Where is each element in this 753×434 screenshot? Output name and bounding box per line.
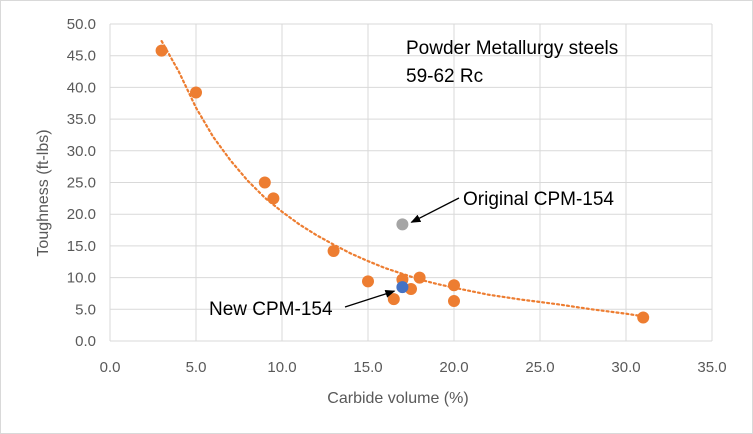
original-cpm154-point: [396, 218, 409, 231]
pm-steel-point: [258, 176, 271, 189]
annotation-original-label: Original CPM-154: [463, 189, 614, 210]
y-tick-label: 5.0: [75, 301, 96, 318]
pm-steel-point: [448, 295, 460, 308]
x-tick-label: 10.0: [267, 359, 296, 376]
annotation-new-label: New CPM-154: [209, 299, 333, 320]
y-axis-title: Toughness (ft-lbs): [35, 129, 52, 256]
y-tick-label: 50.0: [67, 16, 96, 33]
pm-steel-point: [190, 86, 202, 99]
y-tick-label: 0.0: [75, 333, 96, 350]
y-tick-label: 30.0: [67, 143, 96, 160]
y-tick-label: 15.0: [67, 238, 96, 255]
data-points: [155, 44, 650, 324]
y-tick-label: 25.0: [67, 175, 96, 192]
annotation-heading-line1: Powder Metallurgy steels: [406, 38, 618, 59]
y-tick-label: 45.0: [67, 48, 96, 65]
pm-steel-point: [267, 192, 280, 205]
trendline-layer: [160, 39, 645, 318]
grid: [110, 23, 713, 341]
y-tick-label: 35.0: [67, 111, 96, 128]
pm-steel-point: [637, 311, 650, 324]
y-tick-label: 10.0: [67, 270, 96, 287]
pm-steel-point: [387, 293, 400, 306]
x-axis-title: Carbide volume (%): [327, 390, 468, 407]
annotation-heading-line2: 59-62 Rc: [406, 66, 483, 87]
pm-steel-point: [362, 275, 374, 288]
x-tick-label: 30.0: [611, 359, 640, 376]
x-tick-label: 0.0: [100, 359, 121, 376]
pm-steel-point: [413, 271, 426, 284]
annotation-arrows: [344, 197, 460, 308]
trendline: [160, 39, 645, 318]
y-tick-label: 40.0: [67, 79, 96, 96]
original-arrow: [410, 197, 460, 223]
y-tick-label: 20.0: [67, 206, 96, 223]
new-arrow: [344, 290, 396, 308]
x-tick-label: 15.0: [353, 359, 382, 376]
x-tick-label: 20.0: [439, 359, 468, 376]
pm-steel-point: [327, 244, 340, 257]
new-cpm154-point: [396, 281, 409, 294]
pm-steel-point: [155, 44, 168, 57]
x-tick-label: 25.0: [525, 359, 554, 376]
x-tick-label: 5.0: [186, 359, 207, 376]
pm-steel-point: [448, 279, 460, 292]
x-tick-label: 35.0: [697, 359, 726, 376]
axes: 0.0 5.0 10.0 15.0 20.0 25.0 30.0 35.0 0.0 5.0 10.0…: [67, 16, 727, 376]
